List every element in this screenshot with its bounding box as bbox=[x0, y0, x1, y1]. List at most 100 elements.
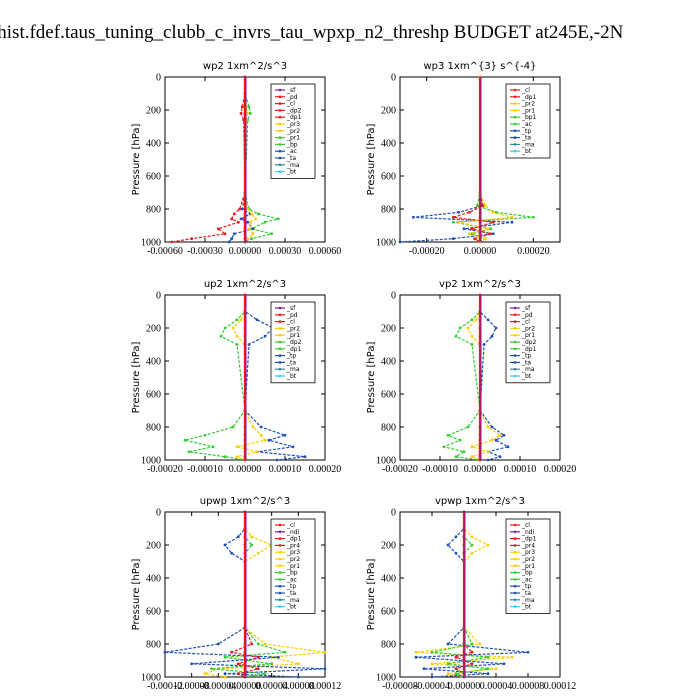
chart-title: vp2 1xm^2/s^3 bbox=[439, 279, 521, 290]
legend-label: _sf bbox=[286, 305, 296, 312]
data-point bbox=[478, 642, 482, 646]
data-point bbox=[248, 220, 252, 224]
x-tick-label: 0.00030 bbox=[269, 246, 302, 257]
legend-marker bbox=[278, 361, 282, 364]
data-point bbox=[470, 334, 474, 338]
legend-label: _pr2 bbox=[286, 556, 300, 563]
legend-marker bbox=[513, 571, 517, 574]
y-axis-label: Pressure [hPa] bbox=[366, 559, 377, 631]
legend-marker bbox=[278, 88, 282, 92]
data-point bbox=[457, 210, 461, 214]
data-point bbox=[231, 326, 235, 330]
data-point bbox=[446, 672, 450, 676]
legend-marker bbox=[513, 129, 517, 133]
data-point bbox=[256, 655, 260, 659]
legend-label: _ma bbox=[286, 162, 300, 169]
data-point bbox=[489, 232, 493, 236]
data-point bbox=[236, 672, 240, 676]
data-point bbox=[451, 237, 455, 241]
x-tick-label: -0.00020 bbox=[409, 246, 445, 257]
y-tick-label: 800 bbox=[146, 640, 161, 651]
legend-label: _bp1 bbox=[521, 114, 537, 121]
legend-marker bbox=[513, 320, 517, 323]
x-tick-label: -0.00008 bbox=[174, 681, 210, 692]
legend-marker bbox=[278, 333, 282, 337]
legend-label: _ma bbox=[286, 366, 300, 373]
data-point bbox=[510, 220, 514, 224]
data-point bbox=[498, 433, 502, 437]
legend-marker bbox=[513, 327, 517, 330]
legend-label: _dp1 bbox=[286, 536, 302, 543]
legend-marker bbox=[513, 115, 517, 119]
plot-frame bbox=[399, 511, 561, 678]
data-point bbox=[239, 111, 243, 115]
legend-marker bbox=[278, 95, 282, 99]
x-tick-label: 0.00000 bbox=[229, 464, 262, 475]
data-point bbox=[255, 450, 259, 454]
legend-label: _tp bbox=[286, 583, 296, 590]
data-point bbox=[490, 425, 494, 429]
legend-label: _pr1 bbox=[521, 332, 535, 339]
data-point bbox=[486, 672, 490, 676]
y-tick-label: 0 bbox=[156, 508, 161, 519]
legend-label: _cl bbox=[286, 522, 295, 529]
chart-title: wp3 1xm^{3} s^{-4} bbox=[423, 61, 536, 72]
x-tick-label: 0.00008 bbox=[282, 681, 315, 692]
data-point bbox=[190, 237, 194, 241]
series-line bbox=[442, 295, 481, 461]
data-point bbox=[235, 318, 239, 322]
legend-label: _pr3 bbox=[286, 549, 300, 556]
legend-label: _bp bbox=[521, 570, 533, 577]
y-tick-label: 600 bbox=[381, 607, 396, 618]
data-point bbox=[230, 650, 234, 654]
x-tick-label: 0.00020 bbox=[544, 464, 577, 475]
x-tick-label: -0.00060 bbox=[147, 246, 183, 257]
data-point bbox=[411, 215, 415, 219]
data-point bbox=[454, 551, 458, 555]
y-tick-label: 400 bbox=[146, 357, 161, 368]
legend-marker bbox=[513, 537, 517, 540]
data-point bbox=[219, 334, 223, 338]
legend-marker bbox=[278, 136, 282, 139]
legend-label: _ta bbox=[286, 155, 296, 162]
legend-marker bbox=[513, 564, 517, 568]
legend-marker bbox=[278, 564, 282, 568]
y-axis-label: Pressure [hPa] bbox=[366, 342, 377, 414]
y-tick-label: 400 bbox=[381, 139, 396, 150]
data-point bbox=[235, 455, 239, 459]
legend-marker bbox=[278, 129, 282, 133]
data-point bbox=[442, 445, 446, 449]
legend-marker bbox=[278, 122, 282, 126]
legend-label: _cl bbox=[521, 87, 530, 94]
legend-marker bbox=[278, 170, 282, 173]
series-line bbox=[453, 77, 494, 243]
chart-title: vpwp 1xm^2/s^3 bbox=[435, 496, 525, 507]
y-tick-label: 200 bbox=[381, 324, 396, 335]
data-point bbox=[470, 343, 474, 346]
data-point bbox=[422, 667, 426, 671]
legend-label: _pr1 bbox=[286, 563, 300, 570]
legend-label: _tp bbox=[521, 583, 531, 590]
data-point bbox=[251, 232, 255, 236]
data-point bbox=[235, 334, 239, 338]
y-tick-label: 800 bbox=[381, 205, 396, 216]
data-point bbox=[246, 220, 250, 224]
legend-marker bbox=[513, 333, 517, 337]
series-line bbox=[202, 512, 326, 678]
data-point bbox=[254, 217, 258, 221]
data-point bbox=[486, 667, 490, 671]
data-point bbox=[451, 220, 455, 224]
legend-marker bbox=[278, 578, 282, 581]
legend-label: _bt bbox=[521, 148, 532, 155]
data-point bbox=[239, 217, 243, 221]
data-point bbox=[502, 433, 506, 437]
data-point bbox=[467, 232, 471, 236]
legend-label: _sf bbox=[521, 305, 531, 312]
data-point bbox=[255, 318, 259, 322]
x-tick-label: -0.00030 bbox=[187, 246, 223, 257]
data-point bbox=[231, 425, 235, 429]
data-point bbox=[163, 650, 167, 654]
legend-marker bbox=[278, 550, 282, 554]
data-point bbox=[216, 642, 220, 646]
chart-title: wp2 1xm^2/s^3 bbox=[203, 61, 287, 72]
